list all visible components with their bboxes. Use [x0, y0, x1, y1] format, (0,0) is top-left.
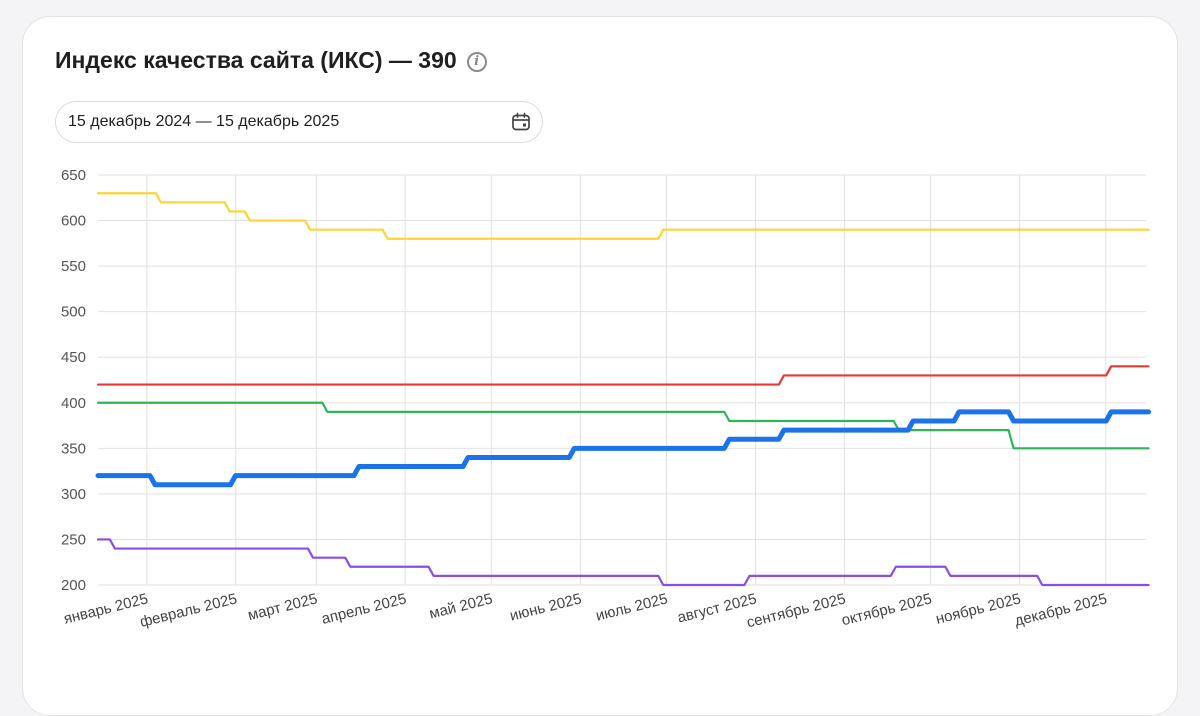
x-tick-label: ноябрь 2025 — [934, 590, 1023, 628]
x-tick-label: февраль 2025 — [138, 590, 239, 631]
x-tick-label: апрель 2025 — [320, 590, 408, 627]
y-tick-label: 650 — [61, 167, 86, 184]
series-line-4 — [95, 409, 1151, 488]
y-tick-label: 250 — [61, 531, 86, 548]
chart-card: Индекс качества сайта (ИКС) — 390 i 15 д… — [22, 16, 1178, 716]
calendar-icon[interactable] — [510, 111, 532, 133]
x-tick-label: декабрь 2025 — [1013, 590, 1109, 629]
y-tick-label: 200 — [61, 577, 86, 594]
date-range-value: 15 декабрь 2024 — 15 декабрь 2025 — [68, 113, 340, 130]
series-line-5 — [96, 538, 1150, 587]
x-tick-label: май 2025 — [428, 590, 495, 622]
ixs-chart: 200 250 300 350 400 450 500 550 600 650 январь 202… — [61, 167, 1151, 631]
title-row: Индекс качества сайта (ИКС) — 390 i — [55, 47, 487, 74]
y-tick-label: 600 — [61, 213, 86, 230]
y-tick-label: 400 — [61, 395, 86, 412]
series-line-1 — [96, 192, 1150, 240]
x-tick-label: июль 2025 — [594, 590, 669, 624]
date-range-picker[interactable]: 15 декабрь 2024 — 15 декабрь 2025 — [55, 101, 543, 143]
y-tick-label: 550 — [61, 258, 86, 275]
x-tick-label: март 2025 — [246, 590, 319, 624]
y-tick-label: 450 — [61, 349, 86, 366]
page-title: Индекс качества сайта (ИКС) — 390 — [55, 47, 457, 73]
series-line-3 — [96, 401, 1150, 450]
y-tick-label: 500 — [61, 304, 86, 321]
y-tick-label: 350 — [61, 440, 86, 457]
x-tick-label: сентябрь 2025 — [745, 590, 848, 631]
x-tick-label: июнь 2025 — [508, 590, 583, 624]
x-tick-label: январь 2025 — [62, 590, 150, 627]
info-icon[interactable]: i — [466, 51, 487, 72]
y-tick-label: 300 — [61, 486, 86, 503]
series-line-2 — [96, 365, 1150, 386]
x-tick-label: октябрь 2025 — [840, 590, 934, 629]
